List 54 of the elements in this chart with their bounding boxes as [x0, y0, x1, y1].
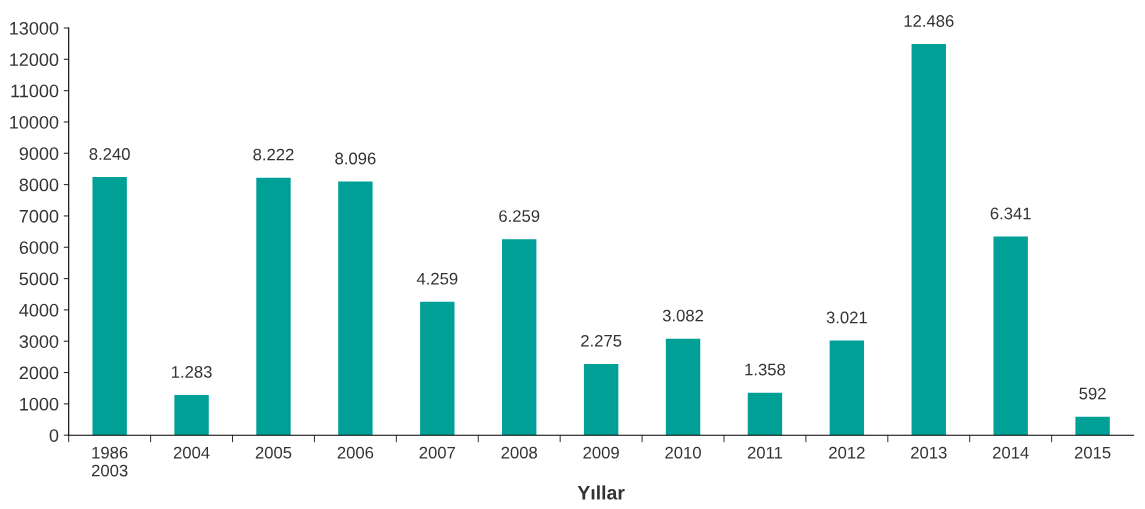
x-tick-label: 2011 [747, 446, 783, 459]
data-label: 592 [1079, 387, 1106, 400]
x-tick-label: 2006 [337, 446, 374, 459]
y-tick-label: 13000 [10, 21, 59, 35]
bar [993, 236, 1028, 436]
x-axis-title: Yıllar [577, 485, 625, 500]
bar [256, 177, 291, 436]
x-tick-label: 2015 [1074, 446, 1111, 459]
x-tick-label: 2013 [911, 446, 947, 459]
bar [420, 301, 455, 436]
data-label: 8.222 [253, 148, 294, 161]
bar [174, 395, 209, 436]
x-tick-label: 1986 2003 [91, 446, 128, 477]
y-tick-label: 11000 [11, 84, 59, 98]
y-tick-label: 7000 [19, 209, 59, 223]
x-tick-label: 2007 [419, 446, 456, 459]
y-tick-label: 8000 [19, 178, 59, 192]
x-tick-label: 2012 [829, 446, 865, 459]
y-tick-label: 3000 [19, 335, 59, 348]
y-tick-label: 5000 [19, 272, 59, 286]
y-tick-label: 1000 [20, 397, 59, 411]
y-tick-label: 0 [49, 429, 59, 442]
data-label: 8.096 [335, 152, 376, 165]
bar [92, 177, 127, 436]
x-tick-label: 2014 [992, 446, 1029, 459]
y-tick-label: 9000 [19, 147, 59, 161]
bar [1075, 416, 1110, 436]
data-label: 3.082 [662, 309, 704, 322]
y-tick-label: 10000 [10, 115, 59, 129]
data-label: 8.240 [89, 148, 130, 160]
y-tick-label: 6000 [19, 241, 59, 254]
bar [583, 363, 619, 436]
bar [502, 239, 537, 436]
x-tick-label: 2005 [255, 446, 292, 459]
bar [911, 44, 946, 436]
x-tick-label: 2009 [583, 446, 619, 459]
bar [665, 338, 701, 436]
data-label: 1.283 [171, 366, 212, 378]
y-tick-label: 12000 [10, 53, 59, 67]
bar [829, 340, 865, 436]
data-label: 6.259 [499, 210, 540, 222]
data-label: 4.259 [416, 272, 458, 285]
x-tick-label: 2008 [501, 446, 538, 459]
data-label: 3.021 [826, 311, 867, 324]
data-label: 1.358 [745, 363, 786, 376]
bar [338, 181, 373, 436]
data-label: 12.486 [904, 15, 954, 27]
x-tick-label: 2004 [173, 446, 210, 459]
y-tick-label: 2000 [19, 366, 59, 380]
x-tick-label: 2010 [665, 446, 701, 459]
bar [747, 392, 783, 436]
data-label: 6.341 [990, 207, 1031, 220]
data-label: 2.275 [581, 334, 622, 347]
y-tick-label: 4000 [19, 303, 59, 317]
